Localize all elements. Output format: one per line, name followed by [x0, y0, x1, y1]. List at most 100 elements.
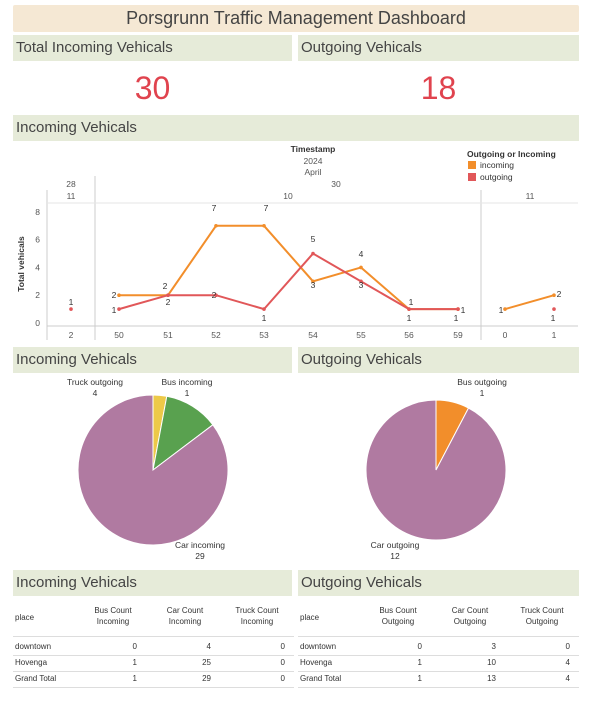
table-header-divider — [298, 636, 579, 637]
data-label: 3 — [359, 280, 364, 290]
table-row-divider — [298, 687, 579, 688]
legend-title: Outgoing or Incoming — [467, 149, 556, 159]
data-label: 1 — [409, 297, 414, 307]
data-point-incoming — [552, 293, 556, 298]
data-label: 1 — [262, 313, 267, 323]
table-row-divider — [298, 655, 579, 656]
table-header: Truck Count — [520, 606, 564, 615]
table-cell: 29 — [202, 674, 211, 683]
table-outgoing: place Bus Count Outgoing Car Count Outgoing T… — [298, 600, 579, 692]
table-header: Outgoing — [453, 617, 487, 626]
x-tick-label: 55 — [356, 330, 366, 340]
table-cell: 1 — [417, 658, 422, 667]
data-point-outgoing — [407, 307, 411, 311]
table-header: Incoming — [168, 617, 202, 626]
pie-slice-car-outgoing — [365, 399, 507, 541]
pie-label: Car incoming — [175, 540, 225, 550]
header-month: April — [304, 167, 321, 177]
table-header: Incoming — [240, 617, 274, 626]
page-title: Porsgrunn Traffic Management Dashboard — [13, 5, 579, 32]
table-row-label: Hovenga — [15, 658, 48, 667]
table-header: place — [300, 613, 320, 622]
data-label: 5 — [311, 234, 316, 244]
data-label: 3 — [311, 280, 316, 290]
table-incoming: place Bus Count Incoming Car Count Incoming T… — [13, 600, 294, 692]
header-hour-11-right: 11 — [526, 191, 535, 201]
line-chart-title: Incoming Vehicals — [13, 115, 579, 141]
pie-value: 29 — [195, 551, 205, 561]
table-header: Bus Count — [94, 606, 132, 615]
table-header: Outgoing — [381, 617, 415, 626]
legend-label-incoming: incoming — [480, 160, 514, 170]
data-point-incoming — [262, 223, 266, 228]
kpi-outgoing-value: 18 — [420, 70, 457, 106]
legend-swatch-outgoing — [468, 173, 476, 181]
table-header: Truck Count — [235, 606, 279, 615]
table-cell: 25 — [202, 658, 211, 667]
pie-value: 1 — [480, 388, 485, 398]
y-tick-label: 6 — [35, 235, 40, 245]
table-header: Outgoing — [525, 617, 559, 626]
data-point-outgoing — [117, 307, 121, 311]
table-cell: 0 — [280, 658, 285, 667]
table-cell: 0 — [280, 674, 285, 683]
header-hour-10: 10 — [283, 191, 293, 201]
data-point-incoming — [503, 307, 507, 311]
y-axis-label: Total vehicals — [16, 236, 26, 292]
x-tick-label: 54 — [308, 330, 318, 340]
table-cell: 10 — [487, 658, 496, 667]
series-line-incoming — [119, 224, 458, 311]
data-label: 4 — [359, 249, 364, 259]
table-cell: 1 — [132, 674, 137, 683]
table-row-label: Grand Total — [15, 674, 57, 683]
data-label: 2 — [557, 289, 562, 299]
data-label: 1 — [499, 305, 504, 315]
y-tick-label: 0 — [35, 318, 40, 328]
table-outgoing-title: Outgoing Vehicals — [298, 570, 579, 596]
kpi-outgoing-title: Outgoing Vehicals — [298, 35, 579, 61]
table-header: Car Count — [166, 606, 204, 615]
legend-swatch-incoming — [468, 161, 476, 169]
table-cell: 1 — [417, 674, 422, 683]
data-point-outgoing — [552, 307, 556, 311]
table-header-divider — [13, 636, 294, 637]
table-incoming-title: Incoming Vehicals — [13, 570, 292, 596]
x-tick-label: 51 — [163, 330, 173, 340]
pie-incoming-title: Incoming Vehicals — [13, 347, 292, 373]
x-tick-label: 2 — [69, 330, 74, 340]
pie-value: 1 — [185, 388, 190, 398]
data-point-outgoing — [311, 251, 315, 256]
header-hour-11-left: 11 — [67, 191, 76, 201]
data-point-incoming — [214, 223, 218, 228]
header-year: 2024 — [304, 156, 323, 166]
table-header: Incoming — [96, 617, 130, 626]
table-row-label: Hovenga — [300, 658, 333, 667]
data-point-outgoing — [456, 307, 460, 311]
data-label: 7 — [264, 203, 269, 213]
x-tick-label: 50 — [114, 330, 124, 340]
x-tick-label: 56 — [404, 330, 414, 340]
table-cell: 4 — [206, 642, 211, 651]
pie-slice-car-incoming — [77, 394, 229, 546]
table-row-divider — [298, 671, 579, 672]
table-cell: 0 — [132, 642, 137, 651]
data-label: 1 — [461, 305, 466, 315]
series-line-incoming — [504, 294, 555, 311]
series-line-outgoing — [118, 252, 458, 311]
x-tick-label: 53 — [259, 330, 269, 340]
legend-label-outgoing: outgoing — [480, 172, 513, 182]
data-point-outgoing — [359, 279, 363, 284]
data-label: 1 — [551, 313, 556, 323]
table-row-divider — [13, 655, 294, 656]
pie-label: Truck outgoing — [67, 377, 123, 387]
pie-value: 12 — [390, 551, 400, 561]
data-label: 1 — [69, 297, 74, 307]
data-point-outgoing — [166, 293, 170, 298]
data-label: 1 — [454, 313, 459, 323]
table-header: Car Count — [451, 606, 489, 615]
pie-label: Bus outgoing — [457, 377, 507, 387]
header-day-28: 28 — [66, 179, 76, 189]
y-tick-label: 8 — [35, 207, 40, 217]
